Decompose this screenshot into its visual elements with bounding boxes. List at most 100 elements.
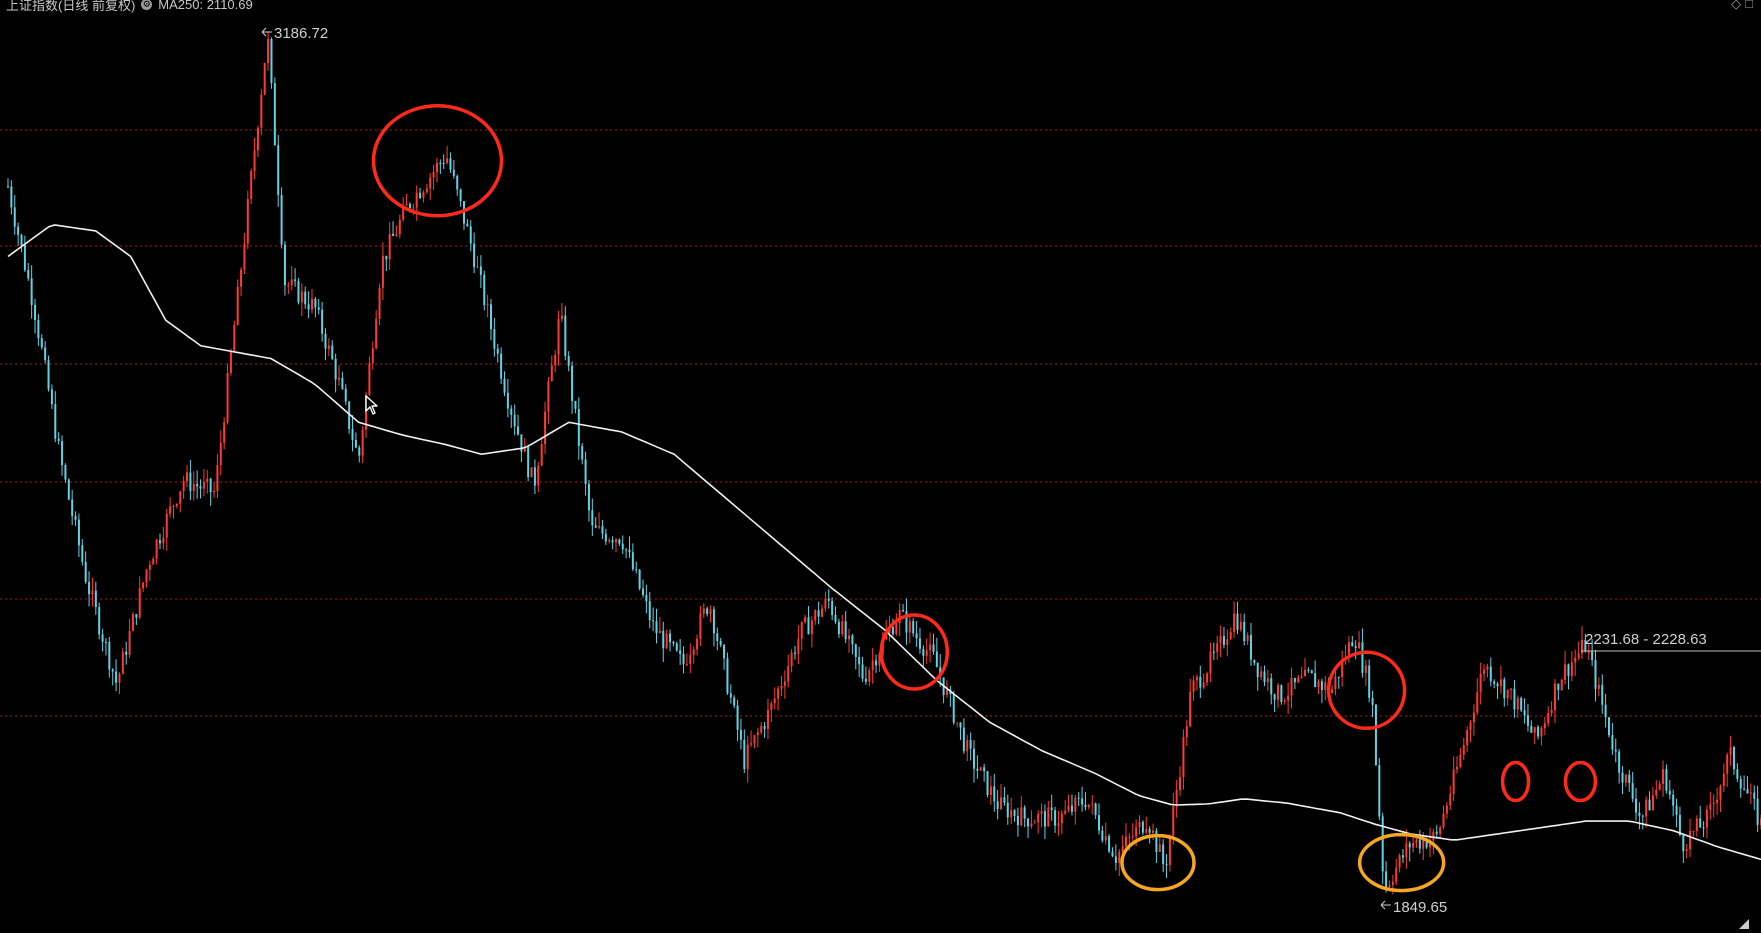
candle-body [1270,678,1273,695]
candle [587,479,590,522]
candle-body [631,552,634,570]
candle-body [1651,795,1654,811]
candle-body [848,635,851,640]
candle [1226,629,1229,657]
candle [1047,800,1050,827]
candle-body [837,621,840,635]
candle-body [1249,635,1252,660]
candle [1418,830,1421,854]
candle-body [1283,700,1286,702]
candle [77,513,80,558]
candle-body [1003,797,1006,803]
candle [547,376,550,425]
candle [591,498,594,536]
candle-body [429,177,432,189]
candle-body [128,630,131,655]
candle [831,597,834,621]
candle [1570,651,1573,682]
candle [1506,689,1509,706]
candle [800,621,803,651]
candle-body [94,590,97,608]
candle-body [1604,704,1607,718]
candle-body [594,525,597,528]
candle-body [375,318,378,349]
candle [88,571,91,607]
candle [1537,725,1540,740]
candle [780,675,783,697]
candle-body [493,329,496,349]
candle [1709,791,1712,820]
candle-body [233,325,236,351]
candle [1040,803,1043,828]
candle [750,730,753,748]
candle-body [544,411,547,445]
candle [689,643,692,674]
candle [1618,748,1621,784]
candle [702,603,705,618]
candle [743,729,746,773]
candle-body [145,569,148,583]
candle [918,627,921,654]
candle-body [858,657,861,665]
candle [496,343,499,363]
candle [1094,802,1097,819]
candle-body [979,767,982,771]
candle [229,348,232,376]
candle [138,576,141,620]
resistance-circle [1326,650,1407,731]
candle [1631,772,1634,803]
candle-body [817,610,820,617]
candle [1597,677,1600,697]
candle-body [841,621,844,635]
ma-settings-icon[interactable]: ⚙ [141,0,153,10]
candle [1726,752,1729,787]
candle-body [361,429,364,456]
candle [692,646,695,664]
candle-body [1712,802,1715,805]
candle-body [1631,783,1634,799]
candle [621,535,624,554]
candle [848,628,851,653]
candle-body [871,660,874,671]
candle [1645,796,1648,828]
candle [1719,784,1722,813]
candle-body [1479,673,1482,693]
candle [425,183,428,194]
candle [817,601,820,625]
candle [1114,844,1117,871]
candle-body [1216,643,1219,653]
candle [861,656,864,682]
candle-body [547,381,550,412]
candle-body [1300,676,1303,678]
candle [1530,720,1533,734]
candle-body [1449,793,1452,806]
candle [1307,667,1310,673]
candle-body [1094,803,1097,816]
candle [770,701,773,722]
candle [594,517,597,529]
candle-body [118,673,121,683]
candle [557,310,560,366]
candle-body [1628,774,1631,784]
candle [1256,662,1259,691]
candle [371,341,374,370]
candle [513,404,516,436]
candle-body [1087,804,1090,808]
candle-body [1260,671,1263,678]
candle-body [773,698,776,704]
candle [104,638,107,656]
candle-body [1746,789,1749,794]
candle [709,605,712,623]
candle [1712,794,1715,818]
candle [213,481,216,498]
candle-body [1020,807,1023,826]
candle [361,426,364,463]
candle-body [34,305,37,320]
candle-body [1726,754,1729,774]
candle [979,766,982,772]
candle-body [1290,678,1293,696]
window-icon[interactable]: □ [1745,0,1757,11]
diamond-icon[interactable]: ◇ [1731,0,1746,11]
resistance-circle [371,103,504,218]
